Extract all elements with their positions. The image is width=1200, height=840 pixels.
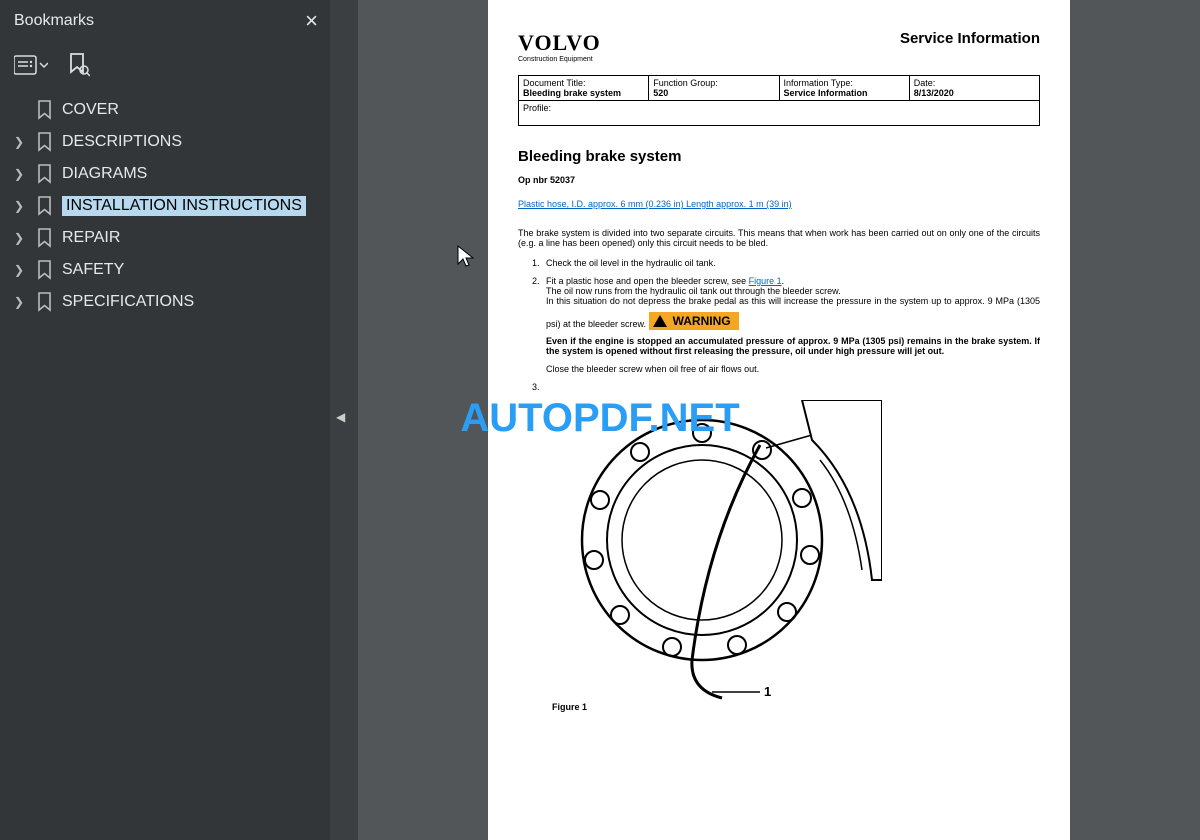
bookmark-label: REPAIR [62, 229, 120, 247]
step-list: Check the oil level in the hydraulic oil… [542, 258, 1040, 392]
meta-table: Document Title:Bleeding brake system Fun… [518, 75, 1040, 126]
warning-label: WARNING [673, 314, 731, 328]
step-text: Check the oil level in the hydraulic oil… [546, 258, 716, 268]
step-text: . [782, 276, 785, 286]
close-icon[interactable]: × [305, 8, 318, 34]
warning-text: Even if the engine is stopped an accumul… [546, 336, 1040, 356]
bookmark-icon [36, 100, 54, 120]
sidebar-header: Bookmarks × [0, 0, 330, 44]
service-info-heading: Service Information [900, 30, 1040, 47]
bookmark-item[interactable]: ❯ DESCRIPTIONS [6, 126, 324, 158]
chevron-right-icon[interactable]: ❯ [10, 199, 28, 213]
sidebar-toolbar [0, 44, 330, 92]
chevron-right-icon[interactable]: ❯ [10, 167, 28, 181]
bookmark-icon [36, 228, 54, 248]
bookmark-label: SAFETY [62, 261, 124, 279]
bookmark-label: DIAGRAMS [62, 165, 147, 183]
bookmark-icon [36, 164, 54, 184]
warning-badge: WARNING [649, 312, 739, 330]
bookmark-item[interactable]: ❯COVER [6, 94, 324, 126]
figure-caption: Figure 1 [552, 702, 1040, 712]
bookmark-icon [36, 196, 54, 216]
meta-value: Service Information [784, 88, 868, 98]
bookmark-label: COVER [62, 101, 119, 119]
bookmark-icon [36, 260, 54, 280]
brand-logo: VOLVO [518, 30, 601, 56]
step-text: In this situation do not depress the bra… [546, 296, 1040, 329]
warning-icon [653, 315, 667, 327]
intro-paragraph: The brake system is divided into two sep… [518, 228, 1040, 248]
brand-block: VOLVO Construction Equipment [518, 30, 601, 63]
bookmark-label: INSTALLATION INSTRUCTIONS [62, 196, 306, 216]
bookmark-item[interactable]: ❯ REPAIR [6, 222, 324, 254]
bookmarks-sidebar: Bookmarks × ❯COVER❯DESCRIPTIONS❯DIAGRAMS… [0, 0, 330, 840]
meta-value: Bleeding brake system [523, 88, 621, 98]
sidebar-title: Bookmarks [14, 12, 94, 30]
step-text: Close the bleeder screw when oil free of… [546, 364, 1040, 374]
step-text: Fit a plastic hose and open the bleeder … [546, 276, 749, 286]
chevron-right-icon[interactable]: ❯ [10, 295, 28, 309]
callout-1: 1 [764, 684, 771, 699]
meta-label: Document Title: [523, 78, 586, 88]
bookmark-list: ❯COVER❯DESCRIPTIONS❯DIAGRAMS❯INSTALLATIO… [0, 92, 330, 320]
bookmark-icon [36, 132, 54, 152]
bookmark-item[interactable]: ❯ INSTALLATION INSTRUCTIONS [6, 190, 324, 222]
brand-subtitle: Construction Equipment [518, 56, 601, 63]
bookmark-label: DESCRIPTIONS [62, 133, 182, 151]
op-number: Op nbr 52037 [518, 175, 1040, 185]
figure-link[interactable]: Figure 1 [749, 276, 782, 286]
step-item: Fit a plastic hose and open the bleeder … [542, 276, 1040, 374]
bookmark-item[interactable]: ❯ SAFETY [6, 254, 324, 286]
find-bookmark-icon[interactable] [68, 52, 90, 78]
chevron-right-icon[interactable]: ❯ [10, 135, 28, 149]
bookmark-icon [36, 292, 54, 312]
parts-link[interactable]: Plastic hose, I.D. approx. 6 mm (0.236 i… [518, 199, 792, 209]
profile-label: Profile: [523, 103, 551, 113]
chevron-right-icon[interactable]: ❯ [10, 263, 28, 277]
meta-label: Function Group: [653, 78, 718, 88]
bookmark-item[interactable]: ❯ SPECIFICATIONS [6, 286, 324, 318]
document-viewer[interactable]: VOLVO Construction Equipment Service Inf… [358, 0, 1200, 840]
step-item: Check the oil level in the hydraulic oil… [542, 258, 1040, 268]
chevron-right-icon[interactable]: ❯ [10, 231, 28, 245]
bookmark-item[interactable]: ❯ DIAGRAMS [6, 158, 324, 190]
collapse-icon[interactable]: ◀ [336, 410, 345, 424]
options-icon[interactable] [14, 53, 48, 77]
meta-value: 8/13/2020 [914, 88, 954, 98]
meta-value: 520 [653, 88, 668, 98]
meta-label: Date: [914, 78, 936, 88]
step-item [542, 382, 1040, 392]
figure-1: 2 1 [552, 400, 882, 700]
step-text: The oil now runs from the hydraulic oil … [546, 286, 841, 296]
bookmark-label: SPECIFICATIONS [62, 293, 194, 311]
section-title: Bleeding brake system [518, 148, 1040, 165]
meta-label: Information Type: [784, 78, 853, 88]
pdf-page: VOLVO Construction Equipment Service Inf… [488, 0, 1070, 840]
